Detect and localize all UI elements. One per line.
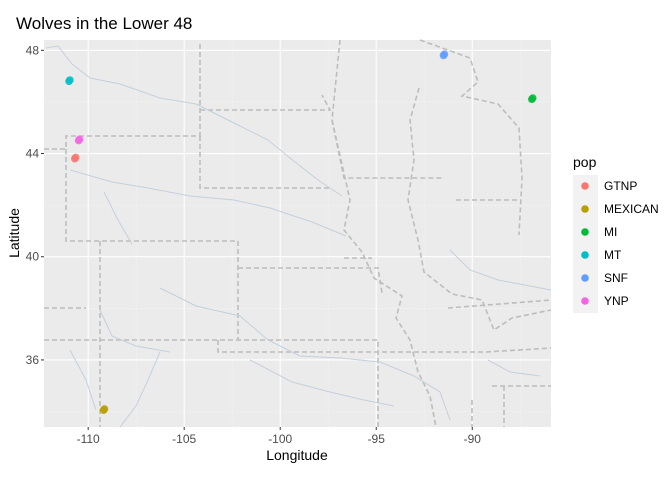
state-border: [200, 94, 332, 111]
state-border: [199, 136, 330, 189]
river: [103, 191, 133, 245]
data-points: [65, 50, 537, 415]
x-axis-label: Longitude: [266, 447, 328, 463]
plot-panel: [44, 39, 552, 428]
x-tick-label: -110: [77, 432, 100, 446]
data-point-mt: [66, 76, 74, 84]
lake-shore: [407, 87, 552, 332]
state-border: [65, 149, 239, 340]
legend-key-gtnp: [581, 182, 589, 190]
river: [45, 45, 197, 105]
data-point-mi: [528, 94, 537, 102]
state-border: [238, 267, 383, 294]
river: [119, 351, 161, 428]
legend-label-mexican: MEXICAN: [604, 202, 659, 216]
y-tick-label: 40: [26, 250, 40, 264]
x-tick-label: -90: [464, 432, 482, 446]
legend-label-mt: MT: [604, 248, 622, 262]
state-border: [419, 39, 523, 236]
state-border: [44, 44, 201, 150]
chart-title: Wolves in the Lower 48: [16, 14, 192, 33]
x-axis: -110 -105 -100 -95 -90: [77, 427, 482, 446]
data-point-ynp: [75, 135, 84, 144]
legend-key-mt: [581, 251, 589, 259]
river: [449, 249, 552, 291]
state-border: [217, 340, 378, 353]
y-axis: 36 40 44 48: [26, 43, 44, 367]
y-tick-label: 44: [26, 147, 40, 161]
panel-background: [44, 40, 551, 427]
legend-label-ynp: YNP: [604, 294, 629, 308]
legend-label-mi: MI: [604, 225, 617, 239]
legend: pop GTNP MEXICAN MI MT SNF YNP: [573, 154, 659, 313]
legend-label-gtnp: GTNP: [604, 179, 637, 193]
river: [159, 287, 451, 421]
y-tick-label: 48: [26, 43, 40, 57]
river: [249, 359, 395, 407]
state-border: [331, 39, 442, 179]
grid: [44, 40, 551, 427]
x-tick-label: -95: [368, 432, 386, 446]
rivers: [45, 45, 552, 428]
state-borders: [44, 39, 552, 428]
state-border: [44, 339, 379, 427]
river: [69, 169, 347, 237]
data-point-snf: [440, 50, 449, 58]
x-tick-label: -105: [172, 432, 196, 446]
legend-title: pop: [573, 154, 597, 170]
legend-label-snf: SNF: [604, 271, 628, 285]
legend-key-mexican: [581, 205, 589, 213]
river: [487, 359, 541, 377]
state-border: [382, 347, 552, 353]
legend-items: GTNP MEXICAN MI MT SNF YNP: [581, 179, 659, 308]
legend-key-ynp: [581, 297, 589, 305]
y-tick-label: 36: [26, 353, 40, 367]
legend-key-background: [573, 175, 598, 313]
state-border: [447, 299, 552, 309]
river-border: [331, 119, 437, 428]
data-point-gtnp: [71, 153, 80, 162]
x-tick-label: -100: [268, 432, 292, 446]
river: [69, 349, 97, 411]
legend-key-snf: [581, 274, 589, 282]
river: [195, 103, 343, 197]
legend-key-mi: [581, 228, 589, 236]
y-axis-label: Latitude: [6, 208, 22, 258]
data-point-mexican: [100, 405, 109, 413]
river: [99, 309, 171, 353]
